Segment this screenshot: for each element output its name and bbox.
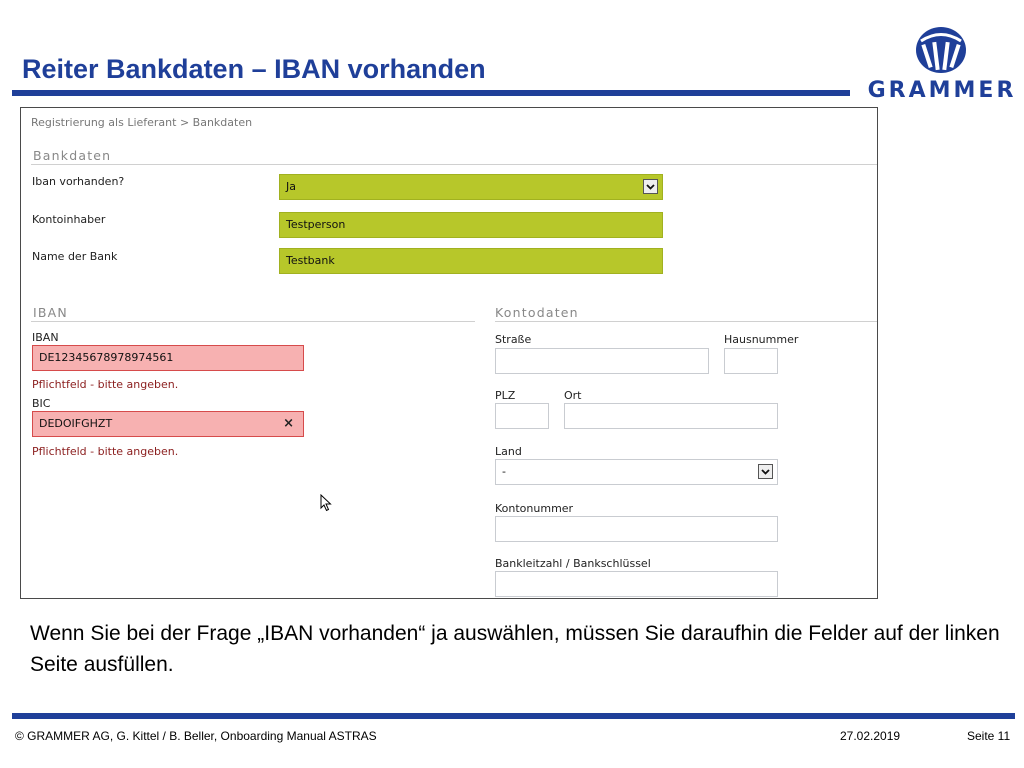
section-divider [31, 164, 877, 165]
kontoinhaber-input[interactable]: Testperson [279, 212, 663, 238]
bic-value: DEDOIFGHZT [39, 417, 113, 430]
slide-caption: Wenn Sie bei der Frage „IBAN vorhanden“ … [30, 622, 1000, 676]
iban-question-select[interactable]: Ja [279, 174, 663, 200]
iban-question-label: Iban vorhanden? [32, 175, 125, 188]
bic-label: BIC [32, 397, 51, 410]
footer-copyright: © GRAMMER AG, G. Kittel / B. Beller, Onb… [15, 729, 377, 743]
iban-question-value: Ja [286, 180, 296, 193]
section-divider [31, 321, 475, 322]
hausnummer-label: Hausnummer [724, 333, 799, 346]
grammer-logo-icon [916, 27, 966, 73]
section-header-iban: IBAN [33, 305, 68, 320]
blz-input[interactable] [495, 571, 778, 597]
footer-page-number: Seite 11 [967, 729, 1011, 743]
bankname-label: Name der Bank [32, 250, 118, 263]
blz-label: Bankleitzahl / Bankschlüssel [495, 557, 651, 570]
bankname-input[interactable]: Testbank [279, 248, 663, 274]
breadcrumb[interactable]: Registrierung als Lieferant > Bankdaten [31, 116, 253, 129]
iban-label: IBAN [32, 331, 59, 344]
iban-error-message: Pflichtfeld - bitte angeben. [32, 378, 179, 391]
mouse-cursor-icon [320, 494, 332, 512]
land-select[interactable]: - [495, 459, 778, 485]
kontonummer-input[interactable] [495, 516, 778, 542]
footer-divider [12, 713, 1015, 719]
dropdown-arrow-icon[interactable] [643, 179, 658, 194]
bic-error-message: Pflichtfeld - bitte angeben. [32, 445, 179, 458]
section-header-kontodaten: Kontodaten [495, 305, 579, 320]
land-label: Land [495, 445, 522, 458]
strasse-label: Straße [495, 333, 532, 346]
footer-date: 27.02.2019 [840, 729, 901, 743]
title-divider [12, 90, 850, 96]
strasse-input[interactable] [495, 348, 709, 374]
bic-input[interactable]: DEDOIFGHZT × [32, 411, 304, 437]
section-divider [495, 321, 877, 322]
land-value: - [502, 465, 506, 478]
form-screenshot: Registrierung als Lieferant > Bankdaten … [20, 107, 878, 599]
section-header-bankdaten: Bankdaten [33, 148, 112, 163]
slide-title: Reiter Bankdaten – IBAN vorhanden [22, 54, 486, 84]
plz-label: PLZ [495, 389, 516, 402]
dropdown-arrow-icon[interactable] [758, 464, 773, 479]
kontonummer-label: Kontonummer [495, 502, 574, 515]
iban-input[interactable]: DE12345678978974561 [32, 345, 304, 371]
plz-input[interactable] [495, 403, 549, 429]
kontoinhaber-label: Kontoinhaber [32, 213, 106, 226]
logo-wordmark: GRAMMER [867, 78, 1017, 103]
ort-label: Ort [564, 389, 582, 402]
clear-icon[interactable]: × [283, 416, 294, 431]
grammer-logo: GRAMMER [866, 22, 1018, 103]
hausnummer-input[interactable] [724, 348, 778, 374]
ort-input[interactable] [564, 403, 778, 429]
